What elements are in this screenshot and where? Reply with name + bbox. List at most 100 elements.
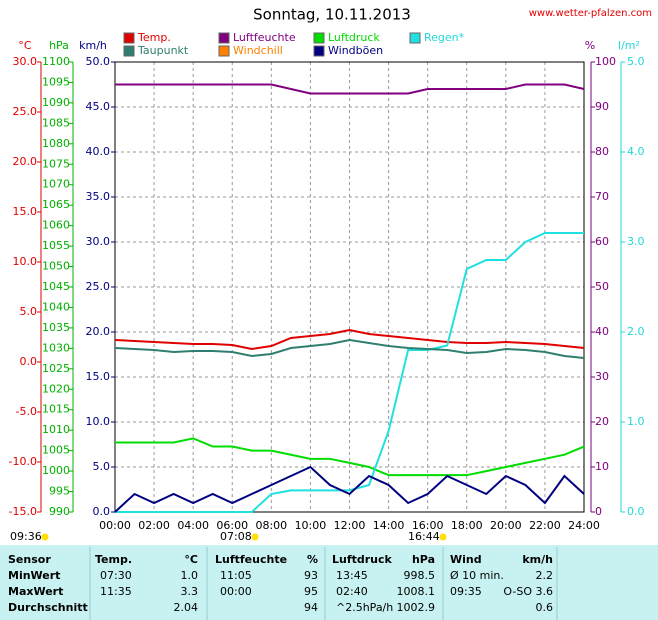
y-tick-label: 50 bbox=[595, 280, 609, 293]
y-tick-label: 3.0 bbox=[627, 235, 645, 248]
y-tick-label: 1005 bbox=[42, 444, 70, 457]
series-line bbox=[115, 232, 584, 513]
table-header: km/h bbox=[522, 553, 553, 566]
y-tick-label: 40.0 bbox=[86, 145, 111, 158]
annotation: 09:36 bbox=[10, 530, 42, 543]
x-tick-label: 20:00 bbox=[490, 519, 522, 532]
row-label: Durchschnitt bbox=[8, 601, 88, 614]
annotation: 07:08 bbox=[220, 530, 252, 543]
y-tick-label: 1030 bbox=[42, 341, 70, 354]
y-tick-label: 1085 bbox=[42, 116, 70, 129]
y-tick-label: 1090 bbox=[42, 96, 70, 109]
table-cell: 93 bbox=[304, 569, 318, 582]
legend-label: Windchill bbox=[233, 44, 283, 57]
y-tick-label: 50.0 bbox=[86, 55, 111, 68]
y-tick-label: 1010 bbox=[42, 423, 70, 436]
table-cell: 2.04 bbox=[174, 601, 199, 614]
table-cell: 02:40 bbox=[336, 585, 368, 598]
x-tick-label: 06:00 bbox=[216, 519, 248, 532]
y-tick-label: 60 bbox=[595, 235, 609, 248]
y-tick-label: 1000 bbox=[42, 464, 70, 477]
x-tick-label: 00:00 bbox=[99, 519, 131, 532]
table-header: hPa bbox=[412, 553, 435, 566]
table-cell: 11:35 bbox=[100, 585, 132, 598]
y-tick-label: 1080 bbox=[42, 137, 70, 150]
y-tick-label: 2.0 bbox=[627, 325, 645, 338]
axis-title: °C bbox=[18, 39, 32, 52]
y-tick-label: 1025 bbox=[42, 362, 70, 375]
y-tick-label: 35.0 bbox=[86, 190, 111, 203]
table-background bbox=[0, 545, 658, 620]
y-tick-label: 80 bbox=[595, 145, 609, 158]
x-tick-label: 16:00 bbox=[412, 519, 444, 532]
y-tick-label: 30.0 bbox=[13, 55, 38, 68]
y-tick-label: 1040 bbox=[42, 300, 70, 313]
y-tick-label: 20.0 bbox=[86, 325, 111, 338]
y-tick-label: 40 bbox=[595, 325, 609, 338]
sun-icon bbox=[439, 533, 447, 541]
y-tick-label: 25.0 bbox=[86, 280, 111, 293]
table-cell: O-SO 3.6 bbox=[503, 585, 553, 598]
y-tick-label: 90 bbox=[595, 100, 609, 113]
table-cell: 3.3 bbox=[181, 585, 199, 598]
table-cell: 07:30 bbox=[100, 569, 132, 582]
table-header: % bbox=[307, 553, 318, 566]
table-cell: 0.6 bbox=[536, 601, 554, 614]
y-tick-label: 15.0 bbox=[86, 370, 111, 383]
y-tick-label: 1015 bbox=[42, 403, 70, 416]
y-tick-label: 0.0 bbox=[627, 505, 645, 518]
table-cell: 00:00 bbox=[220, 585, 252, 598]
table-cell: 09:35 bbox=[450, 585, 482, 598]
y-tick-label: 20.0 bbox=[13, 155, 38, 168]
y-tick-label: 100 bbox=[595, 55, 616, 68]
axis-title: hPa bbox=[49, 39, 69, 52]
plot-border bbox=[114, 61, 585, 513]
y-tick-label: 25.0 bbox=[13, 105, 38, 118]
y-tick-label: 10.0 bbox=[13, 255, 38, 268]
y-tick-label: 0.0 bbox=[20, 355, 38, 368]
x-tick-label: 18:00 bbox=[451, 519, 483, 532]
y-tick-label: 1055 bbox=[42, 239, 70, 252]
table-header: °C bbox=[184, 553, 198, 566]
x-tick-label: 02:00 bbox=[138, 519, 170, 532]
table-header: Luftfeuchte bbox=[215, 553, 287, 566]
site-link[interactable]: www.wetter-pfalzen.com bbox=[529, 8, 652, 19]
table-cell: ^2.5hPa/h bbox=[336, 601, 393, 614]
table-cell: 11:05 bbox=[220, 569, 252, 582]
legend-label: Regen* bbox=[424, 31, 465, 44]
table-cell: 1.0 bbox=[181, 569, 199, 582]
legend-label: Windböen bbox=[328, 44, 383, 57]
y-tick-label: 15.0 bbox=[13, 205, 38, 218]
row-label: MinWert bbox=[8, 569, 60, 582]
table-cell: 1002.9 bbox=[397, 601, 436, 614]
y-tick-label: 70 bbox=[595, 190, 609, 203]
axis-title: km/h bbox=[79, 39, 107, 52]
y-tick-label: 990 bbox=[49, 505, 70, 518]
x-tick-label: 04:00 bbox=[177, 519, 209, 532]
y-tick-label: 5.0 bbox=[20, 305, 38, 318]
x-tick-label: 14:00 bbox=[373, 519, 405, 532]
legend-swatch bbox=[218, 32, 230, 44]
y-tick-label: 1045 bbox=[42, 280, 70, 293]
series-line bbox=[114, 328, 585, 351]
y-tick-label: 5.0 bbox=[93, 460, 111, 473]
y-tick-label: 45.0 bbox=[86, 100, 111, 113]
legend-label: Luftdruck bbox=[328, 31, 380, 44]
y-tick-label: 10.0 bbox=[86, 415, 111, 428]
table-cell: 94 bbox=[304, 601, 318, 614]
x-tick-label: 08:00 bbox=[255, 519, 287, 532]
y-tick-label: 1035 bbox=[42, 321, 70, 334]
x-tick-label: 12:00 bbox=[334, 519, 366, 532]
axis-title: % bbox=[585, 39, 595, 52]
y-tick-label: 5.0 bbox=[627, 55, 645, 68]
table-cell: 1008.1 bbox=[397, 585, 436, 598]
legend-swatch bbox=[409, 32, 421, 44]
table-cell: 998.5 bbox=[404, 569, 436, 582]
y-tick-label: 20 bbox=[595, 415, 609, 428]
table-header: Sensor bbox=[8, 553, 51, 566]
table-cell: Ø 10 min. bbox=[450, 569, 504, 582]
legend-label: Luftfeuchte bbox=[233, 31, 296, 44]
series-line bbox=[115, 83, 585, 95]
y-tick-label: 1095 bbox=[42, 75, 70, 88]
y-tick-label: 10 bbox=[595, 460, 609, 473]
